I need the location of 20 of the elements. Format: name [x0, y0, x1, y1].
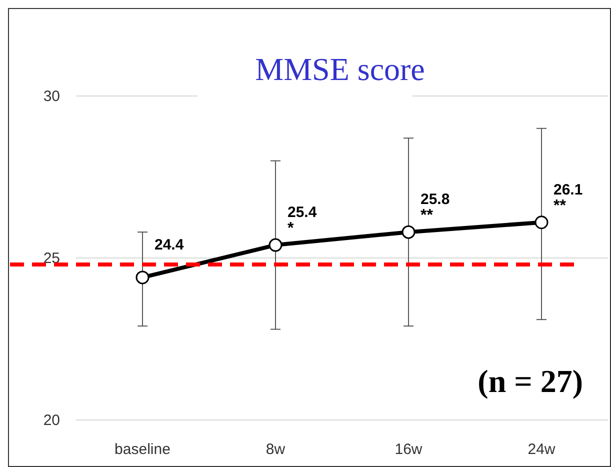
point [534, 216, 548, 230]
point [136, 270, 150, 284]
annotation: ** [420, 207, 434, 224]
x-tick-label: 16w [394, 441, 422, 458]
y-tick-label: 25 [43, 250, 60, 267]
chart-title: MMSE score [255, 51, 425, 87]
x-tick-label: 8w [266, 441, 286, 458]
data-label: 26.1 [554, 181, 583, 198]
y-tick-label: 20 [43, 412, 60, 429]
annotation: ** [554, 197, 567, 214]
x-tick-label: 24w [528, 441, 556, 458]
data-label: 25.8 [420, 191, 450, 208]
point [402, 225, 416, 239]
data-label: 24.4 [154, 236, 184, 254]
annotation: * [288, 220, 294, 238]
y-tick-label: 30 [43, 88, 60, 105]
annotation: (n = 27) [478, 363, 583, 399]
point [268, 238, 282, 252]
x-tick-label: baseline [114, 441, 170, 458]
data-label: 25.4 [288, 204, 318, 222]
